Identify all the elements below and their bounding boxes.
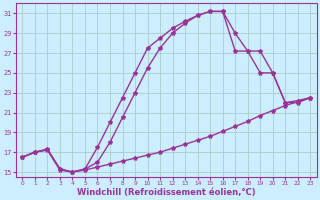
X-axis label: Windchill (Refroidissement éolien,°C): Windchill (Refroidissement éolien,°C): [77, 188, 256, 197]
